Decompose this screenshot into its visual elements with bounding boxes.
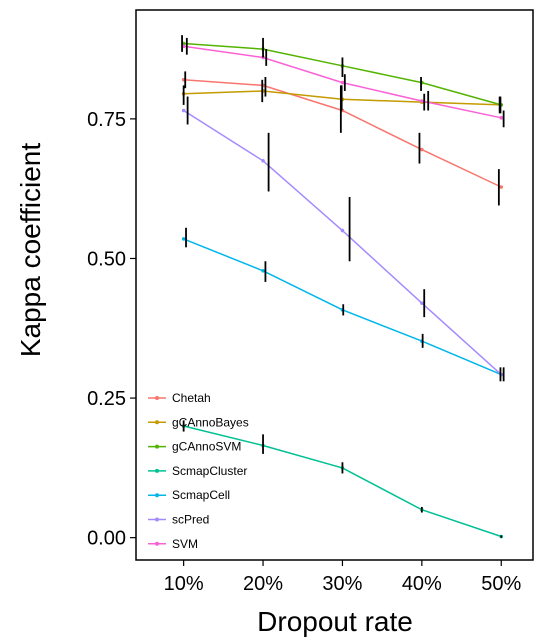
y-tick-label: 0.25 — [87, 388, 126, 410]
data-point-ScmapCell — [181, 237, 186, 241]
legend-label: gCAnnoSVM — [172, 440, 241, 454]
data-point-SVM — [499, 115, 504, 120]
x-tick-label: 10% — [164, 573, 204, 595]
x-tick-label: 50% — [481, 573, 521, 595]
legend: Chetah gCAnnoBayes gCAnnoSVM ScmapCluster Sc… — [148, 391, 249, 551]
legend-label: ScmapCell — [172, 488, 230, 502]
legend-key-point — [155, 541, 159, 546]
legend-item-Chetah: Chetah — [148, 391, 211, 405]
legend-label: ScmapCluster — [172, 464, 247, 478]
data-point-Chetah — [420, 147, 424, 152]
data-point-scPred — [420, 301, 424, 305]
legend-key-point — [155, 396, 159, 400]
x-axis-title: Dropout rate — [257, 606, 413, 637]
data-point-SVM — [340, 80, 345, 85]
x-tick-label: 20% — [243, 573, 283, 595]
legend-label: scPred — [172, 513, 209, 527]
legend-item-ScmapCluster: ScmapCluster — [148, 464, 247, 478]
data-point-scPred — [261, 158, 265, 163]
legend-key-point — [155, 420, 159, 425]
x-tick-label: 40% — [402, 573, 442, 595]
legend-item-SVM: SVM — [148, 537, 198, 551]
x-tick-label: 30% — [322, 573, 362, 595]
legend-key-point — [155, 468, 159, 473]
data-point-ScmapCell — [261, 268, 265, 273]
y-tick-label: 0.50 — [87, 248, 126, 270]
legend-item-gCAnnoSVM: gCAnnoSVM — [148, 440, 241, 454]
plot-panel — [135, 9, 534, 561]
data-point-SVM — [420, 99, 424, 103]
axis-ticks: 10% 20% 30% 40% 50% 0.00 0.25 0.50 0.75 — [87, 109, 521, 595]
data-point-scPred — [181, 108, 186, 113]
legend-label: SVM — [172, 537, 198, 551]
legend-key-point — [155, 517, 159, 522]
y-tick-label: 0.75 — [87, 109, 126, 131]
legend-item-ScmapCell: ScmapCell — [148, 488, 230, 502]
legend-key-point — [155, 493, 159, 498]
legend-key-point — [155, 444, 159, 449]
y-tick-label: 0.00 — [87, 528, 126, 550]
y-axis-title: Kappa coefficient — [15, 143, 46, 358]
legend-item-scPred: scPred — [148, 513, 209, 527]
legend-item-gCAnnoBayes: gCAnnoBayes — [148, 415, 249, 429]
legend-label: gCAnnoBayes — [172, 415, 249, 429]
data-point-scPred — [340, 228, 345, 233]
data-point-Chetah — [499, 185, 504, 189]
error-bars — [181, 35, 505, 538]
series-lines — [181, 41, 504, 539]
legend-label: Chetah — [172, 391, 211, 405]
